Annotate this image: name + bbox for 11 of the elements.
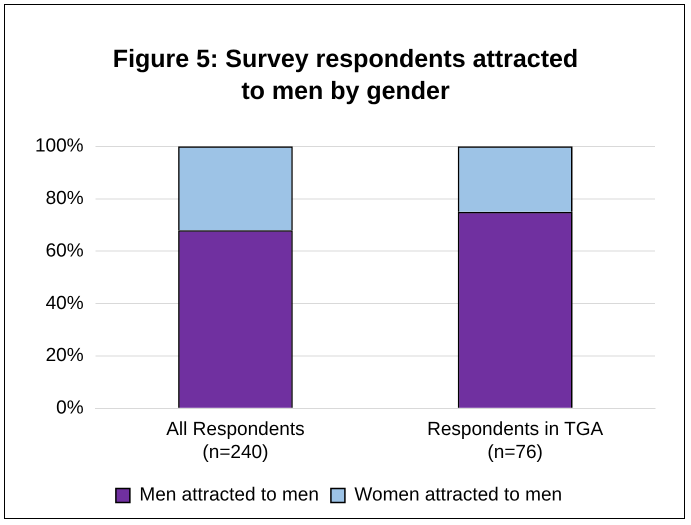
y-tick-label: 80% [46, 188, 84, 210]
y-tick-label: 0% [56, 398, 84, 419]
legend-label: Women attracted to men [354, 484, 562, 506]
legend-label: Men attracted to men [139, 484, 319, 506]
y-tick-label: 20% [46, 345, 84, 366]
y-tick-label: 100% [34, 136, 84, 157]
x-tick-label: Respondents in TGA (n=76) [427, 419, 604, 463]
x-tick-label: All Respondents (n=240) [166, 419, 305, 463]
y-tick-label: 60% [46, 240, 84, 262]
chart-title: Figure 5: Survey respondents attracted to men by gender [112, 44, 580, 107]
y-tick-label: 40% [46, 292, 84, 314]
